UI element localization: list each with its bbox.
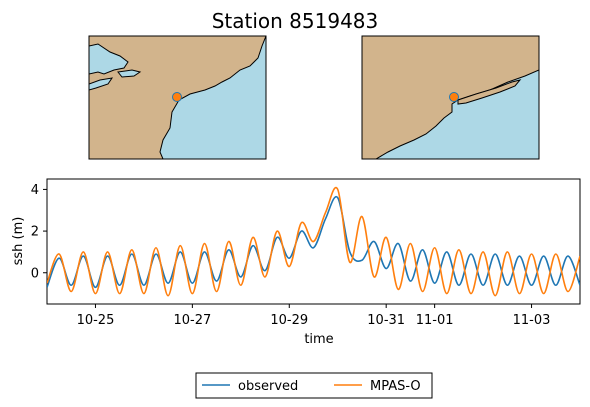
y-tick-label: 0: [31, 266, 39, 281]
legend: observed MPAS-O: [195, 372, 433, 399]
y-tick-label: 2: [31, 225, 39, 240]
legend-label-observed: observed: [238, 379, 298, 394]
y-axis-label: ssh (m): [11, 217, 26, 266]
long-island: [457, 79, 522, 105]
series-line-mpas-o: [47, 186, 580, 297]
chart-title: Station 8519483: [212, 9, 379, 33]
great-lakes: [89, 43, 129, 75]
timeseries-axes: 024 10-25 10-27 10-29 10-31 11-01 11-03 time …: [11, 178, 581, 347]
x-tick-label: 10-29: [270, 313, 308, 328]
x-tick-label: 11-01: [416, 313, 454, 328]
x-tick-label: 11-03: [513, 313, 551, 328]
local-map: [361, 35, 540, 160]
ocean: [159, 36, 266, 159]
x-tick-label: 10-31: [367, 313, 405, 328]
legend-label-mpas-o: MPAS-O: [370, 379, 421, 394]
x-axis-label: time: [304, 332, 333, 347]
x-axis: 10-25 10-27 10-29 10-31 11-01 11-03: [77, 304, 551, 328]
station-marker: [449, 92, 459, 102]
lake-ontario: [117, 69, 142, 78]
y-tick-label: 4: [31, 183, 39, 198]
station-marker: [172, 92, 182, 102]
series-layer: [47, 186, 580, 297]
legend-box: [195, 372, 433, 399]
lake-erie: [89, 77, 114, 91]
regional-map: [88, 35, 267, 160]
x-tick-label: 10-25: [77, 313, 115, 328]
x-tick-label: 10-27: [173, 313, 211, 328]
y-axis: 0 2 4: [31, 183, 47, 281]
